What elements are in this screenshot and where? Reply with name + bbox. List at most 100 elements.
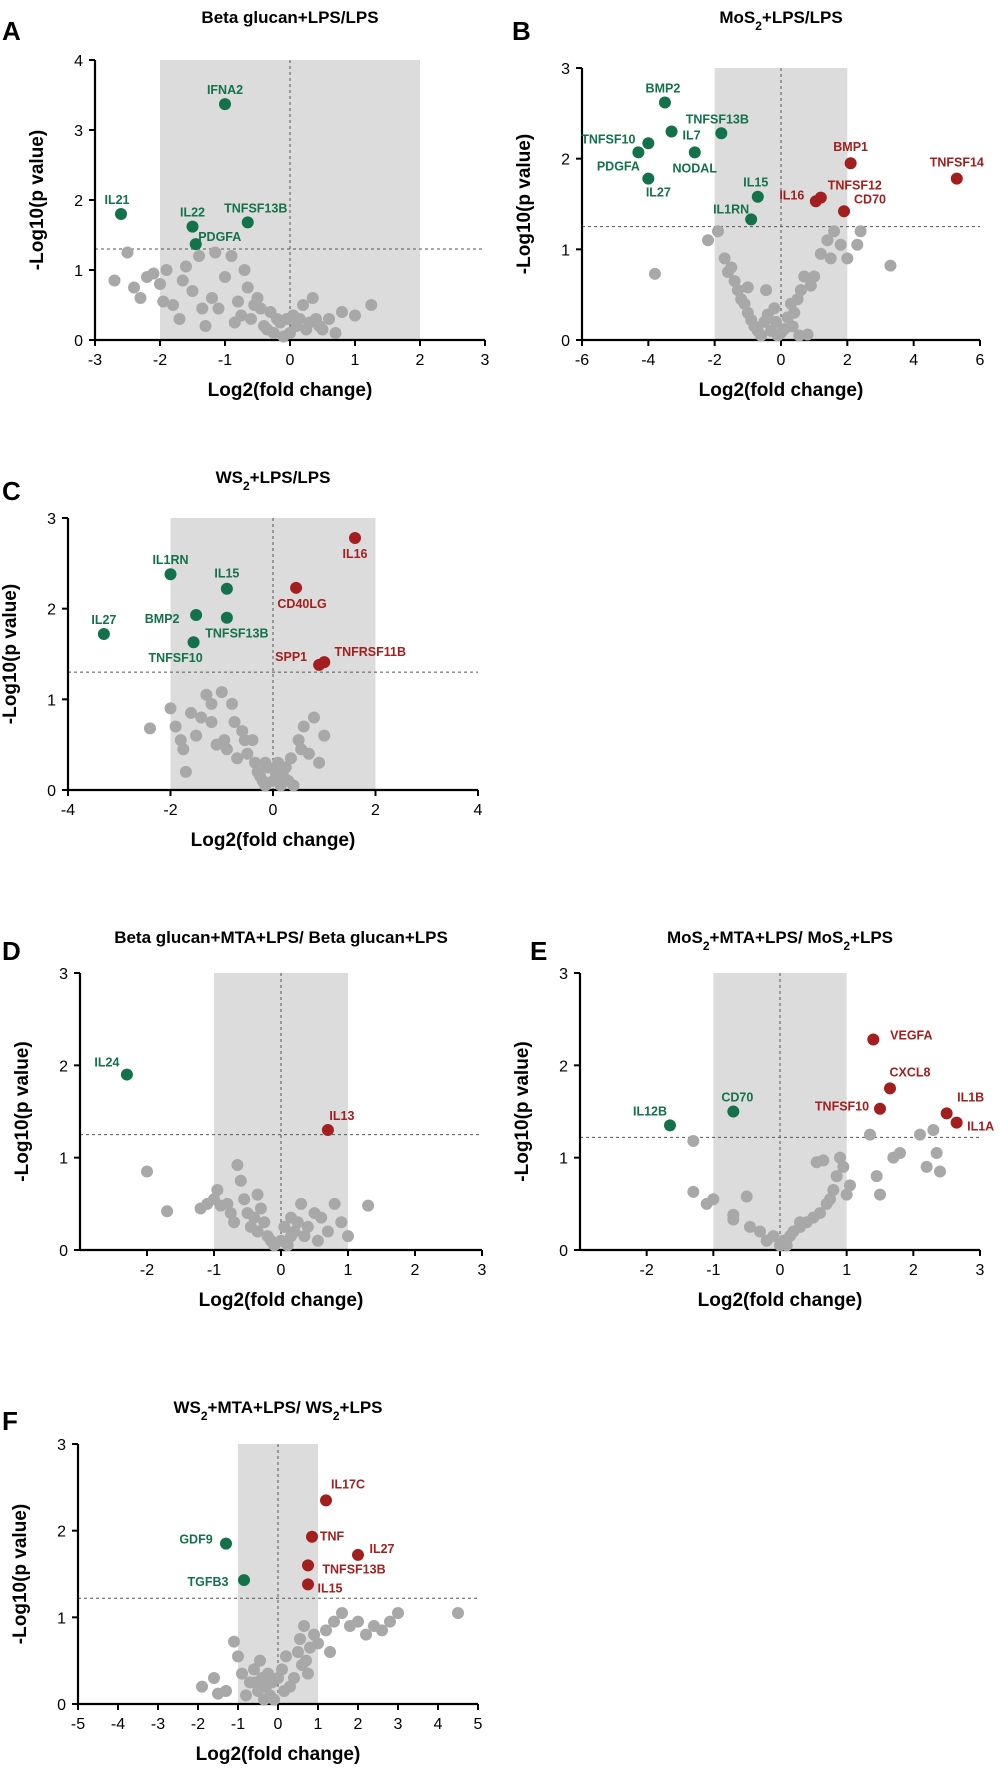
panel-b-point: [760, 284, 773, 297]
panel-a-point: [134, 292, 147, 304]
panel-f-label-il27: IL27: [369, 1542, 394, 1556]
panel-d-point: [234, 1174, 247, 1187]
panel-e-label-il12b: IL12B: [633, 1104, 667, 1118]
panel-b-label-il27: IL27: [646, 186, 671, 200]
panel-e-x-tick-label: -1: [706, 1262, 720, 1279]
panel-e-point: [870, 1170, 883, 1183]
panel-f-x-tick-label: -4: [111, 1716, 125, 1733]
panel-a-point: [329, 327, 342, 339]
panel-b-point: [791, 293, 804, 306]
panel-a-point: [219, 271, 231, 283]
panel-c-point: [190, 729, 203, 742]
panel-a-title: Beta glucan+LPS/LPS: [201, 8, 378, 27]
panel-d-y-tick-label: 0: [59, 1243, 68, 1260]
panel-e-y-axis-title: -Log10(p value): [512, 1041, 533, 1181]
panel-c-point: [231, 752, 244, 765]
panel-c-point-tnfsf10: [187, 636, 200, 649]
panel-b-point: [788, 306, 801, 319]
panel-f-point-il27: [352, 1548, 364, 1561]
panel-b-label-tnfsf13b: TNFSF13B: [686, 112, 749, 126]
panel-f-title: WS2+MTA+LPS/ WS2+LPS: [173, 1398, 382, 1423]
panel-f-point: [312, 1637, 324, 1650]
panel-b-point-bmp2: [658, 96, 671, 109]
panel-c-point: [195, 711, 208, 724]
panel-f-y-axis-title: -Log10(p value): [10, 1504, 31, 1644]
panel-f-point: [220, 1685, 232, 1697]
panel-f-point: [196, 1680, 208, 1693]
panel-f-point: [452, 1607, 464, 1619]
panel-c-point-il16: [349, 531, 361, 544]
panel-f-point: [298, 1620, 310, 1632]
panel-a-point: [206, 292, 218, 304]
panel-d-point: [161, 1205, 174, 1218]
panel-d-point: [295, 1197, 308, 1210]
panel-c: C WS2+LPS/LPS -4 -2 0 2 4 0 1 2 3 Log2(fold change)…: [0, 468, 483, 851]
panel-b-point-bmp1: [844, 157, 857, 170]
panel-e-point: [707, 1193, 720, 1206]
panel-b-label-nodal: NODAL: [673, 161, 718, 175]
panel-e-x-tick-label: 2: [909, 1262, 918, 1279]
panel-e-x-tick-label: 0: [776, 1262, 785, 1279]
panel-e-point: [920, 1160, 933, 1173]
panel-f-y-tick-label: 1: [57, 1610, 66, 1627]
panel-e-x-tick-label: -2: [640, 1262, 654, 1279]
panel-a-point: [173, 313, 186, 325]
panel-e-point-il12b: [664, 1119, 676, 1132]
panel-f-label-gdf9: GDF9: [179, 1533, 212, 1547]
panel-b-point: [821, 234, 834, 247]
panel-a-point: [349, 309, 361, 322]
panel-b-point: [794, 284, 807, 297]
panel-d-point: [251, 1225, 264, 1238]
panel-a-y-tick-label: 0: [74, 333, 83, 350]
panel-f-point: [360, 1628, 372, 1641]
panel-f-x-tick-label: -3: [151, 1716, 165, 1733]
panel-b-x-tick-label: -4: [641, 352, 655, 369]
panel-e-point: [844, 1179, 856, 1192]
panel-e-point: [827, 1183, 840, 1196]
panel-e-label-tnfsf10: TNFSF10: [815, 1100, 869, 1114]
panel-b-point: [828, 225, 841, 238]
panel-b-label-tnfsf12: TNFSF12: [828, 179, 882, 193]
panel-c-letter: C: [2, 476, 21, 506]
panel-a-point-pdgfa: [189, 238, 202, 251]
panel-a-point: [108, 274, 121, 287]
panel-b-label-pdgfa: PDGFA: [597, 159, 640, 173]
panel-e-point-il1b: [940, 1107, 953, 1120]
panel-f-label-il15: IL15: [317, 1581, 342, 1595]
panel-e-point: [794, 1216, 806, 1229]
panel-f-point: [280, 1650, 292, 1663]
panel-c-point: [226, 697, 238, 710]
panel-c-label-tnfsf10: TNFSF10: [148, 651, 202, 665]
panel-b-point-il27: [642, 172, 655, 185]
panel-e-x-axis-title: Log2(fold change): [698, 1290, 863, 1311]
panel-f-point: [288, 1672, 300, 1684]
panel-c-point: [292, 734, 305, 747]
panel-f-point: [254, 1654, 266, 1667]
panel-b-point: [648, 267, 661, 280]
panel-d-point: [238, 1193, 251, 1206]
panel-e-point: [927, 1123, 940, 1136]
panel-b-label-il1rn: IL1RN: [713, 202, 749, 216]
panel-f-point-tnfsf13b: [302, 1559, 314, 1572]
panel-c-point-cd40lg: [290, 581, 303, 594]
panel-e-letter: E: [530, 936, 547, 966]
panel-f-y-tick-label: 0: [57, 1697, 66, 1714]
panel-a-y-tick-label: 2: [74, 193, 83, 210]
panel-a-point: [251, 292, 264, 304]
panel-a-point: [313, 320, 326, 332]
panel-e-point: [740, 1190, 753, 1203]
panel-b-label-tnfsf14: TNFSF14: [930, 156, 984, 170]
panel-d-y-axis-title: -Log10(p value): [12, 1041, 33, 1181]
panel-c-point: [313, 756, 326, 769]
panel-f-label-tnf: TNF: [320, 1530, 345, 1544]
panel-d-label-il13: IL13: [329, 1109, 354, 1123]
panel-a-point: [180, 260, 192, 273]
panel-e-label-il1b: IL1B: [957, 1090, 984, 1104]
panel-f-point: [250, 1676, 262, 1689]
panel-f-point: [294, 1633, 306, 1645]
panel-c-label-il27: IL27: [91, 613, 116, 627]
panel-a-point: [157, 295, 170, 308]
panel-a-x-tick-label: 0: [286, 352, 295, 369]
panel-c-label-tnfrsf11b: TNFRSF11B: [334, 645, 406, 659]
panel-c-point: [215, 686, 228, 699]
